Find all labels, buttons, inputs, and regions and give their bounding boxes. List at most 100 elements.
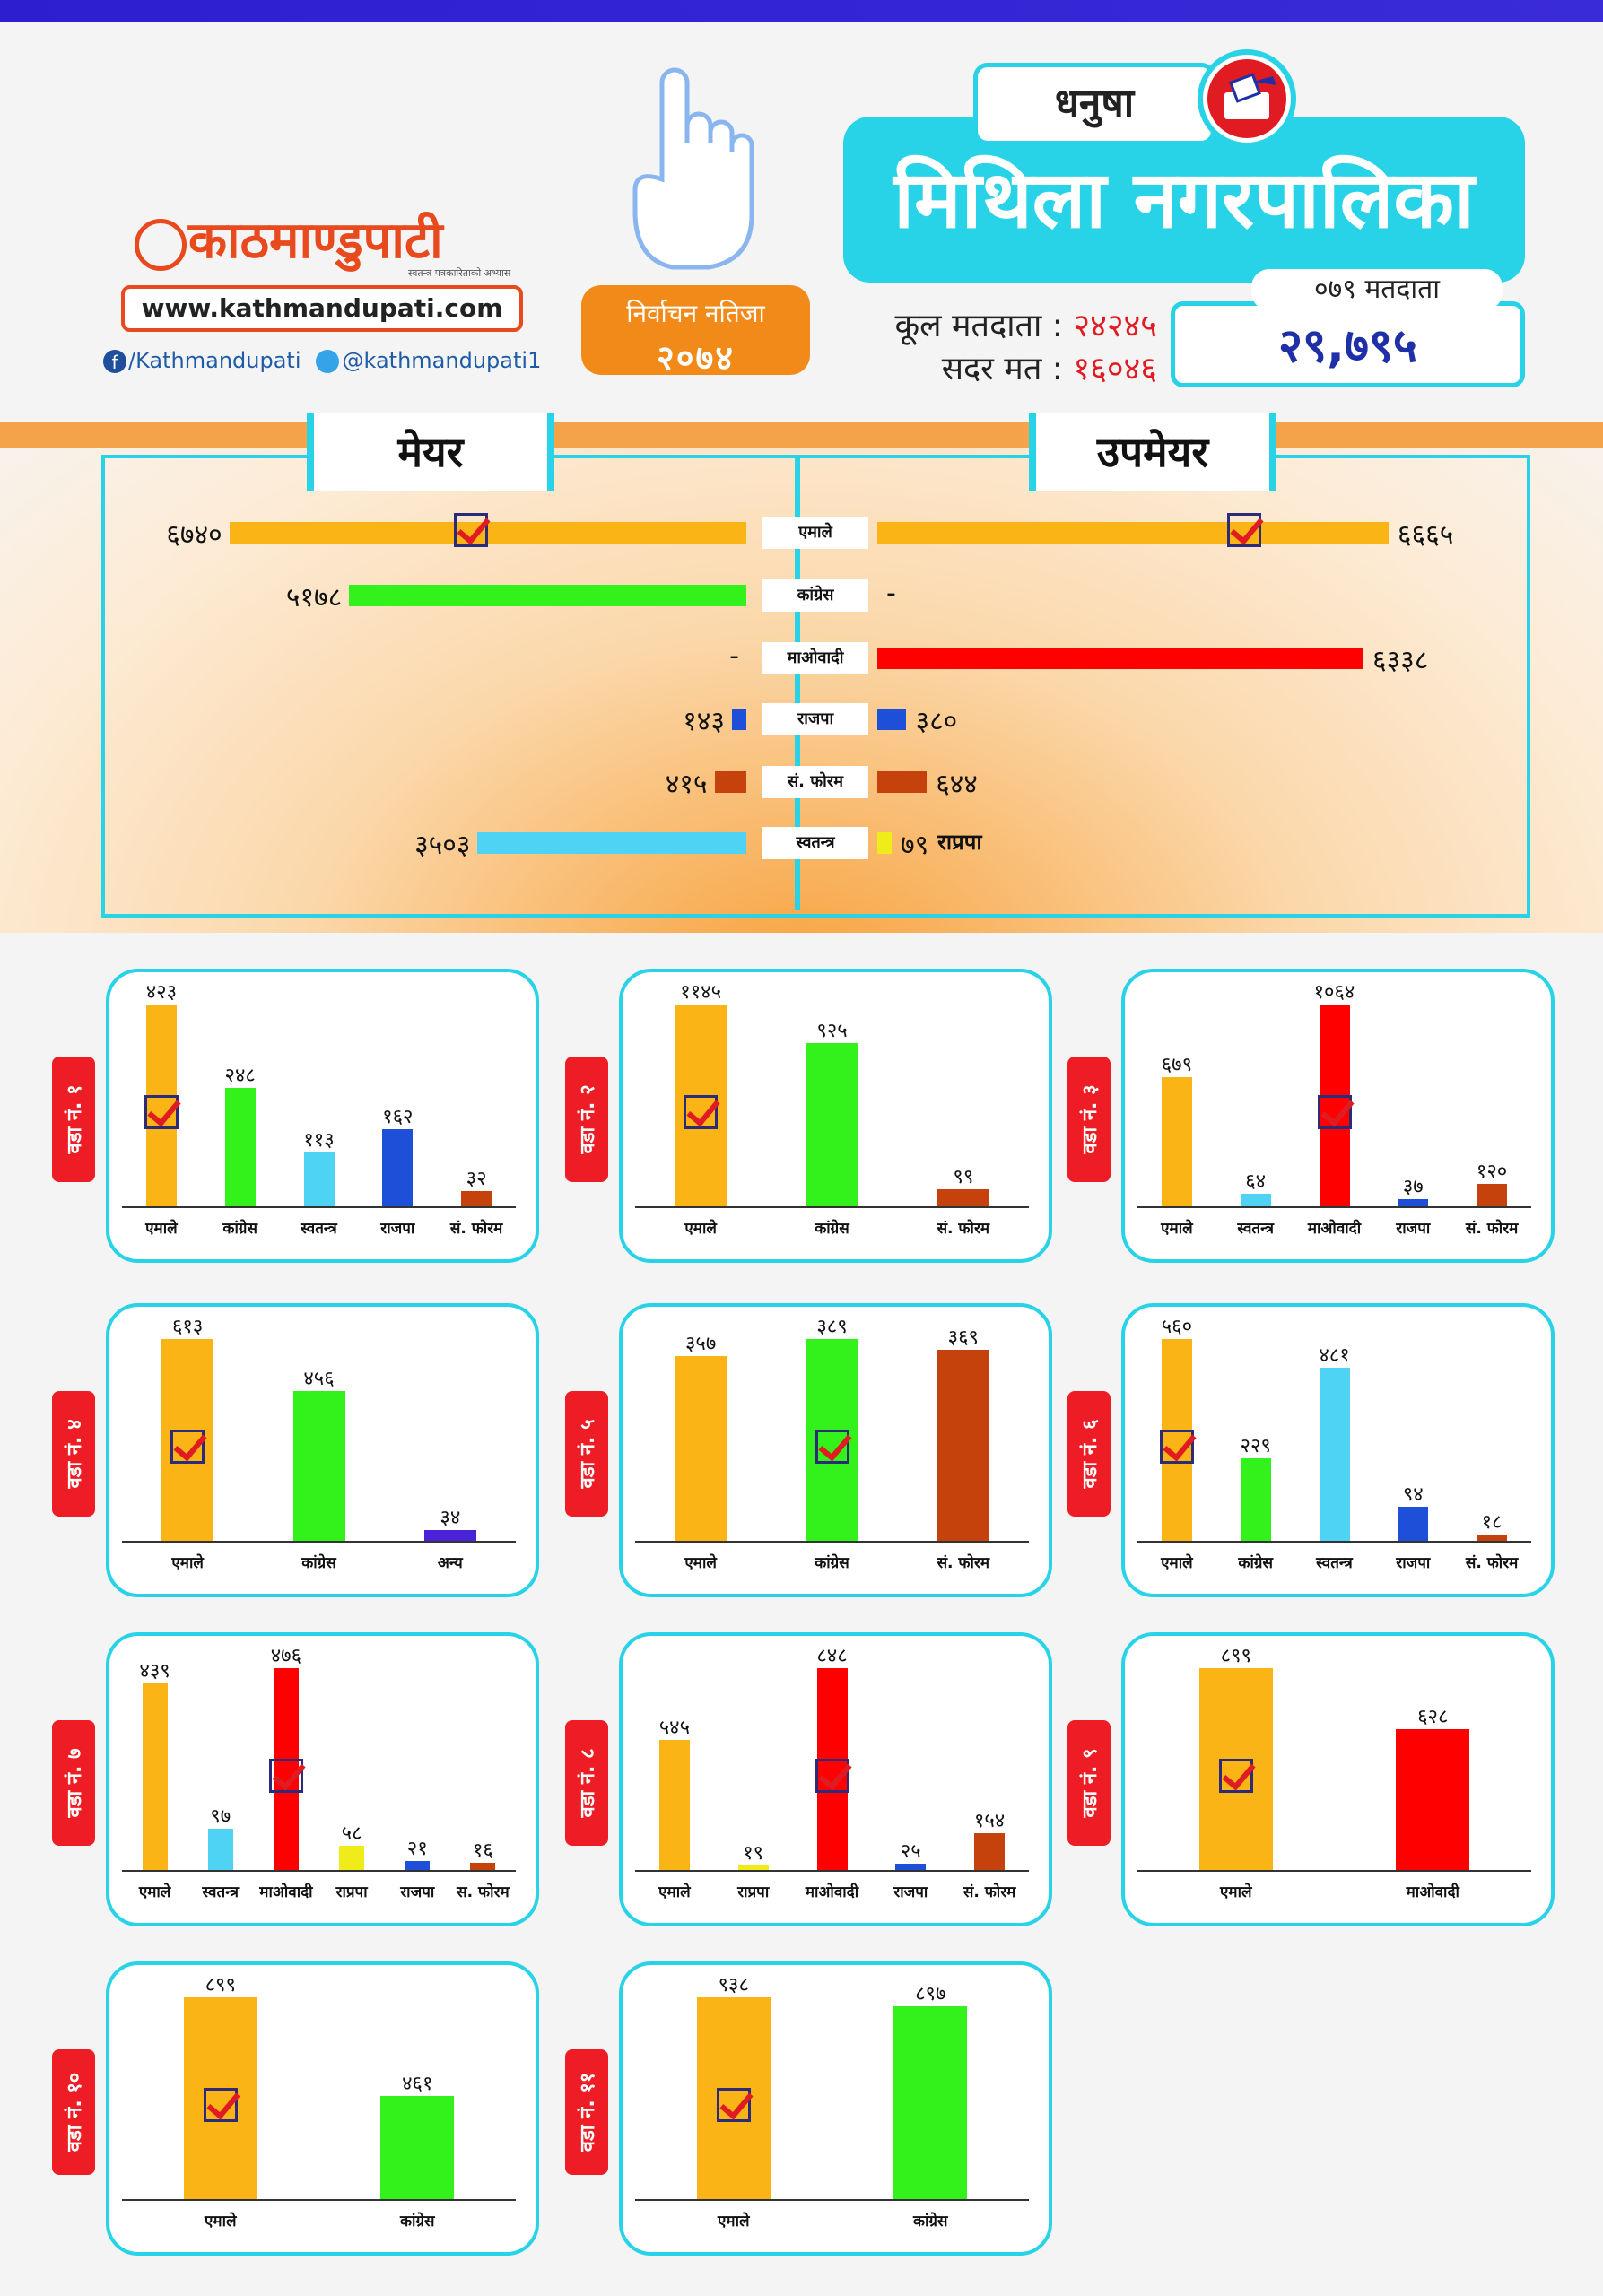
ward-2-value-2: ९९: [953, 1165, 974, 1188]
ward-10-value-1: ४६१: [402, 2072, 433, 2095]
ward-11-category-1: कांग्रेस: [912, 2213, 948, 2231]
total-voters-label: कूल मतदाता :: [894, 308, 1063, 344]
facebook-link[interactable]: /Kathmandupati: [128, 348, 301, 373]
election-badge-title: निर्वाचन नतिजा: [626, 299, 765, 328]
ward-10-value-0: ८९९: [205, 1974, 236, 1996]
ward-5-value-0: ३५७: [684, 1332, 717, 1355]
social-links: f/Kathmandupati @kathmandupati1: [103, 348, 541, 373]
ward-3-value-0: ६७९: [1161, 1054, 1193, 1077]
ballot-box-icon: [1198, 49, 1296, 148]
ward-tag-10: वडा नं. १०: [52, 2049, 95, 2175]
ward-label: वडा नं. १०: [64, 2072, 86, 2152]
mayor-value-5: ३५०३: [414, 830, 471, 861]
ward-5-bar-2: [937, 1349, 989, 1541]
ward-7-value-5: १६: [472, 1839, 493, 1863]
ward-6-winner-check-icon: [1159, 1430, 1194, 1465]
logo-text: काठमाण्डुपाटी: [188, 212, 443, 270]
ward-baseline-8: [635, 1870, 1029, 1872]
party-tag-5: स्वतन्त्र: [762, 827, 868, 859]
ward-5-value-1: ३८९: [816, 1316, 848, 1338]
ward-label: वडा नं. ९: [1079, 1748, 1102, 1818]
ward-7-bar-5: [470, 1863, 496, 1870]
ward-3-category-2: माओवादी: [1307, 1220, 1362, 1238]
ward-7-value-2: ४७६: [270, 1645, 302, 1667]
election-badge-year: २०७४: [656, 338, 736, 378]
tagline: स्वतन्त्र पत्रकारिताको अभ्यास: [408, 267, 511, 279]
ward-8-value-2: ८४८: [816, 1645, 848, 1667]
ward-6-bar-4: [1477, 1534, 1508, 1541]
ward-2-winner-check-icon: [684, 1095, 719, 1130]
ward-4-winner-check-icon: [170, 1430, 205, 1465]
ward-card-11: [619, 1961, 1052, 2256]
ward-3-winner-check-icon: [1317, 1095, 1352, 1130]
ward-card-10: [106, 1961, 539, 2256]
ward-baseline-7: [122, 1870, 516, 1872]
mayor-value-3: १४३: [683, 706, 725, 737]
ward-baseline-2: [635, 1206, 1029, 1208]
website-link[interactable]: www.kathmandupati.com: [121, 285, 523, 332]
ward-3-category-0: एमाले: [1161, 1220, 1193, 1238]
ward-label: वडा नं. ७: [64, 1748, 86, 1818]
ward-1-value-1: २४८: [224, 1065, 256, 1088]
ward-10-winner-check-icon: [203, 2088, 238, 2123]
ward-8-value-1: १९: [743, 1841, 764, 1865]
ward-8-bar-1: [737, 1865, 769, 1870]
ward-9-value-0: ८९९: [1220, 1645, 1251, 1667]
ward-7-category-0: एमाले: [138, 1883, 171, 1901]
ward-4-category-2: अन्य: [437, 1554, 463, 1572]
ward-7-bar-3: [339, 1845, 365, 1870]
ward-9-value-1: ६२८: [1417, 1705, 1449, 1728]
ward-1-winner-check-icon: [144, 1095, 179, 1130]
ward-label: वडा नं. ६: [1079, 1419, 1102, 1489]
ward-8-winner-check-icon: [815, 1759, 849, 1794]
ward-3-category-3: राजपा: [1396, 1220, 1431, 1238]
ward-label: वडा नं. ८: [577, 1748, 599, 1818]
ward-tag-6: वडा नं. ६: [1067, 1391, 1111, 1517]
ward-6-category-4: सं. फोरम: [1465, 1554, 1519, 1572]
ward-baseline-1: [122, 1206, 516, 1208]
ward-tag-9: वडा नं. ९: [1067, 1720, 1111, 1846]
ward-3-value-4: १२०: [1476, 1160, 1508, 1183]
ward-6-value-1: २२९: [1240, 1434, 1271, 1457]
ward-1-bar-3: [382, 1128, 414, 1206]
deputy-mayor-title: उपमेयर: [1029, 413, 1276, 491]
ward-6-value-3: ९४: [1402, 1483, 1424, 1507]
deputy-value-4: ६४४: [936, 769, 978, 800]
ward-1-value-2: ११३: [303, 1128, 335, 1152]
ward-card-7: [106, 1632, 539, 1926]
ward-label: वडा नं. १: [64, 1084, 86, 1154]
ward-7-bar-1: [207, 1829, 233, 1870]
ward-9-bar-1: [1396, 1728, 1470, 1870]
deputy-value-5: ७९: [901, 830, 929, 861]
ward-3-category-1: स्वतन्त्र: [1237, 1220, 1275, 1238]
ward-7-value-0: ४३९: [139, 1660, 170, 1683]
mayor-section-band: [0, 422, 1603, 448]
ward-6-bar-1: [1240, 1457, 1271, 1541]
ward-1-value-4: ३२: [466, 1167, 487, 1190]
ward-10-category-0: एमाले: [205, 2213, 237, 2231]
logo: काठमाण्डुपाटी: [135, 204, 443, 273]
mayor-value-4: ४१५: [665, 769, 708, 800]
ward-baseline-4: [122, 1541, 516, 1543]
deputy-bar-0: [877, 522, 1389, 544]
total-voters-value: २४२४५: [1073, 308, 1157, 344]
ward-7-value-3: ५८: [341, 1822, 362, 1845]
ward-5-winner-check-icon: [815, 1430, 849, 1465]
ward-2-category-2: सं. फोरम: [937, 1220, 990, 1238]
voting-finger-icon: [632, 67, 754, 270]
ward-6-bar-2: [1319, 1367, 1350, 1541]
district-name: धनुषा: [973, 63, 1215, 145]
twitter-link[interactable]: @kathmandupati1: [342, 348, 542, 373]
ward-6-category-0: एमाले: [1161, 1554, 1193, 1572]
ward-1-category-4: सं. फोरम: [449, 1220, 503, 1238]
ward-label: वडा नं. ५: [577, 1419, 599, 1489]
ward-3-value-1: ६४: [1245, 1170, 1267, 1194]
ward-1-category-2: स्वतन्त्र: [301, 1220, 337, 1238]
ward-7-category-2: माओवादी: [259, 1883, 313, 1901]
ward-1-bar-2: [303, 1152, 335, 1206]
ward-4-value-1: ४५६: [303, 1367, 335, 1390]
ward-1-category-0: एमाले: [145, 1220, 178, 1238]
ward-1-bar-4: [461, 1190, 492, 1206]
ward-8-bar-0: [658, 1740, 690, 1870]
election-badge: निर्वाचन नतिजा २०७४: [581, 285, 810, 378]
